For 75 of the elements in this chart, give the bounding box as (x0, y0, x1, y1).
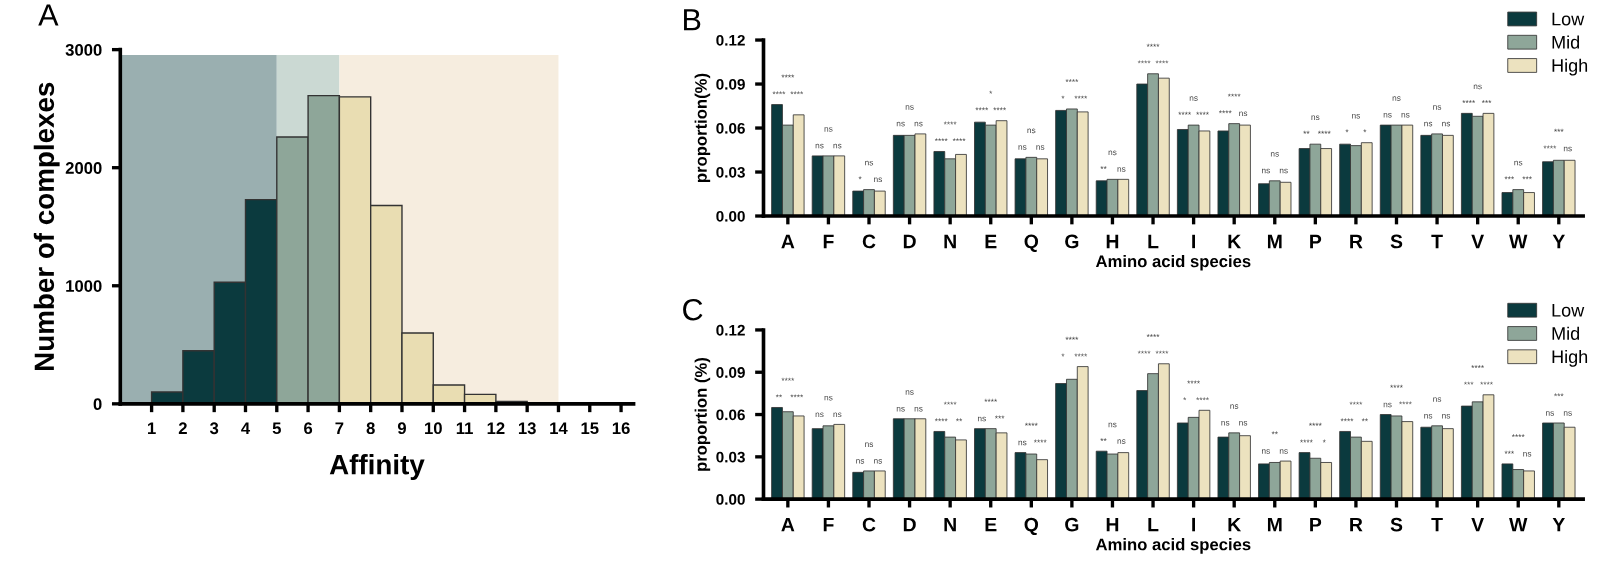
x-tick-label: 10 (425, 422, 442, 435)
x-tick-label: N (944, 234, 956, 249)
x-tick-label: E (985, 517, 997, 532)
x-tick-label: F (823, 234, 834, 249)
x-tick-label: 5 (272, 422, 281, 435)
y-axis-title: proportion(%) (694, 73, 711, 182)
x-tick-label: A (781, 517, 795, 532)
x-tick-label: M (1267, 517, 1282, 532)
x-tick-label: G (1065, 517, 1079, 532)
x-tick-label: N (944, 517, 956, 532)
x-tick-label: R (1350, 517, 1363, 532)
x-tick-label: A (781, 234, 795, 249)
y-axis-title: Number of complexes (33, 82, 60, 370)
legend-label: High (1552, 58, 1588, 76)
x-tick-label: Q (1024, 517, 1039, 536)
x-tick-label: H (1106, 517, 1119, 532)
x-tick-label: W (1509, 234, 1528, 249)
chart-title: A (38, 4, 59, 26)
chart-title: C (683, 298, 703, 321)
x-tick-label: G (1065, 234, 1079, 249)
y-tick-label: 2000 (65, 162, 102, 174)
x-tick-label: 13 (518, 422, 536, 435)
x-tick-label: V (1471, 517, 1484, 532)
x-tick-label: Q (1024, 234, 1039, 252)
x-tick-label: 4 (241, 422, 251, 434)
x-axis-title: Amino acid species (1095, 538, 1251, 554)
x-tick-label: 2 (178, 422, 187, 434)
x-tick-label: R (1350, 234, 1363, 249)
x-tick-label: K (1228, 517, 1242, 532)
x-tick-label: V (1471, 234, 1484, 249)
chart-title: B (684, 9, 701, 31)
x-tick-label: S (1390, 234, 1403, 249)
x-axis-title: Affinity (329, 454, 425, 480)
y-tick-label: 3000 (65, 44, 102, 56)
x-tick-label: I (1192, 517, 1196, 532)
x-tick-label: 9 (397, 422, 406, 435)
x-tick-label: E (985, 234, 997, 249)
x-tick-label: D (903, 517, 916, 532)
x-axis-title: Amino acid species (1095, 254, 1251, 271)
x-tick-label: W (1509, 517, 1528, 532)
x-tick-label: 1 (148, 422, 156, 434)
y-tick-label: 1000 (66, 280, 102, 292)
x-tick-label: Y (1552, 517, 1565, 532)
x-tick-label: 8 (366, 422, 375, 435)
x-tick-label: F (823, 517, 834, 532)
x-tick-label: 15 (581, 422, 599, 435)
x-tick-label: P (1310, 234, 1322, 249)
legend-label: Mid (1552, 35, 1580, 49)
x-tick-label: 14 (550, 422, 568, 434)
x-tick-label: H (1106, 234, 1119, 249)
x-tick-label: C (862, 517, 876, 532)
x-tick-label: K (1228, 234, 1242, 249)
x-tick-label: 16 (612, 422, 630, 435)
x-tick-label: S (1390, 517, 1403, 532)
x-tick-label: P (1310, 517, 1322, 532)
legend-label: Low (1552, 304, 1585, 317)
x-tick-label: D (903, 234, 916, 249)
legend-label: Mid (1552, 326, 1580, 340)
x-tick-label: I (1192, 234, 1196, 249)
x-tick-label: T (1431, 517, 1443, 532)
x-tick-label: C (862, 234, 876, 249)
x-tick-label: 7 (335, 422, 344, 434)
y-tick-label: 0 (93, 398, 102, 411)
x-tick-label: 12 (487, 422, 505, 434)
y-axis-title: proportion (%) (694, 357, 711, 471)
x-tick-label: M (1267, 234, 1282, 249)
legend-label: High (1552, 349, 1588, 367)
x-tick-label: 11 (456, 422, 473, 434)
x-tick-label: 6 (304, 422, 313, 435)
x-tick-label: L (1148, 234, 1159, 249)
x-tick-label: L (1148, 517, 1159, 532)
x-tick-label: 3 (209, 422, 219, 435)
x-tick-label: T (1431, 234, 1443, 249)
legend-label: Low (1552, 12, 1585, 26)
x-tick-label: Y (1552, 234, 1565, 249)
